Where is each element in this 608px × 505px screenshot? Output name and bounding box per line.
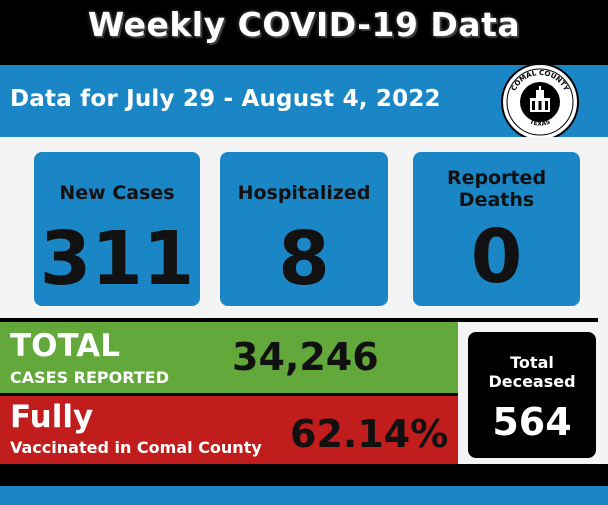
new-cases-label: New Cases bbox=[59, 182, 175, 204]
total-cases-sublabel: CASES REPORTED bbox=[10, 368, 169, 387]
reported-deaths-label-line2: Deaths bbox=[458, 189, 535, 211]
new-cases-value: 311 bbox=[39, 216, 195, 302]
hospitalized-value: 8 bbox=[278, 216, 330, 302]
county-seal-logo: COMAL COUNTY TEXAS bbox=[501, 63, 579, 141]
total-cases-band: TOTAL CASES REPORTED 34,246 bbox=[0, 322, 458, 393]
deceased-value: 564 bbox=[492, 400, 572, 444]
hospitalized-label: Hospitalized bbox=[237, 182, 371, 204]
reported-deaths-value: 0 bbox=[470, 214, 523, 300]
deceased-label-line1: Total bbox=[510, 353, 554, 372]
total-cases-value: 34,246 bbox=[232, 335, 379, 379]
date-range-text: Data for July 29 - August 4, 2022 bbox=[10, 86, 441, 112]
vaccinated-label: Fully bbox=[10, 399, 94, 435]
svg-text:TEXAS: TEXAS bbox=[529, 119, 552, 128]
vaccinated-band: Fully Vaccinated in Comal County 62.14% bbox=[0, 396, 458, 464]
total-deceased-box: Total Deceased 564 bbox=[468, 332, 596, 458]
title-bar: Weekly COVID-19 Data bbox=[0, 0, 608, 48]
bottom-band bbox=[0, 486, 608, 505]
reported-deaths-card: Reported Deaths 0 bbox=[413, 152, 580, 306]
reported-deaths-label-line1: Reported bbox=[446, 167, 547, 189]
total-cases-label: TOTAL bbox=[10, 328, 120, 364]
vaccinated-value: 62.14% bbox=[290, 412, 449, 456]
vaccinated-sublabel: Vaccinated in Comal County bbox=[10, 438, 262, 457]
hospitalized-card: Hospitalized 8 bbox=[220, 152, 388, 306]
page-title: Weekly COVID-19 Data bbox=[87, 4, 521, 44]
deceased-label-line2: Deceased bbox=[488, 372, 576, 391]
right-edge bbox=[598, 137, 608, 322]
new-cases-card: New Cases 311 bbox=[34, 152, 200, 306]
